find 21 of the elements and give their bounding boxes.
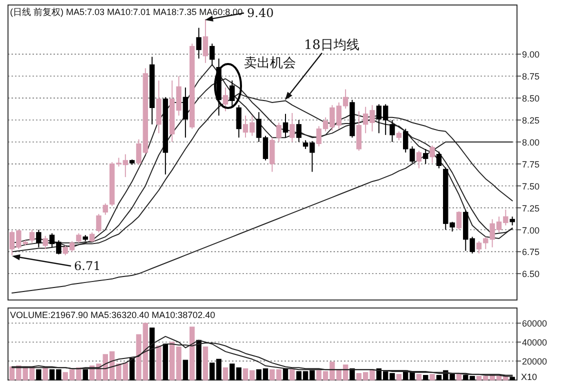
y-tick-label: 7.00 [522,225,540,236]
y-tick-label: 9.00 [522,50,540,60]
y-tick-label: 6.50 [522,269,540,280]
y-tick-label: 6.75 [522,247,540,258]
y-tick-label: 40000 [522,338,548,348]
text: X10 [521,372,538,382]
y-tick-label: 60000 [522,318,548,329]
y-tick-label: 8.50 [522,94,540,104]
y-tick-label: 8.25 [522,116,540,126]
y-tick-label: 7.75 [522,159,540,170]
annotation: 卖出机会 [244,56,296,71]
y-tick-label: 7.25 [522,203,540,214]
y-tick-label: 7.50 [522,181,540,192]
y-tick-label: 8.75 [522,72,540,82]
annotation: 6.71 [74,259,101,273]
y-tick-label: 20000 [522,356,548,367]
annotation: 18日均线 [304,38,360,53]
annotation: (日线 前复权) MA5:7.03 MA10:7.01 MA18:7.35 MA60:8.00 [10,7,243,17]
annotation: VOLUME:21967.90 MA5:36320.40 MA10:38702.40 [10,310,216,320]
y-tick-label: 8.00 [522,137,540,148]
annotation: 9.40 [247,6,274,20]
